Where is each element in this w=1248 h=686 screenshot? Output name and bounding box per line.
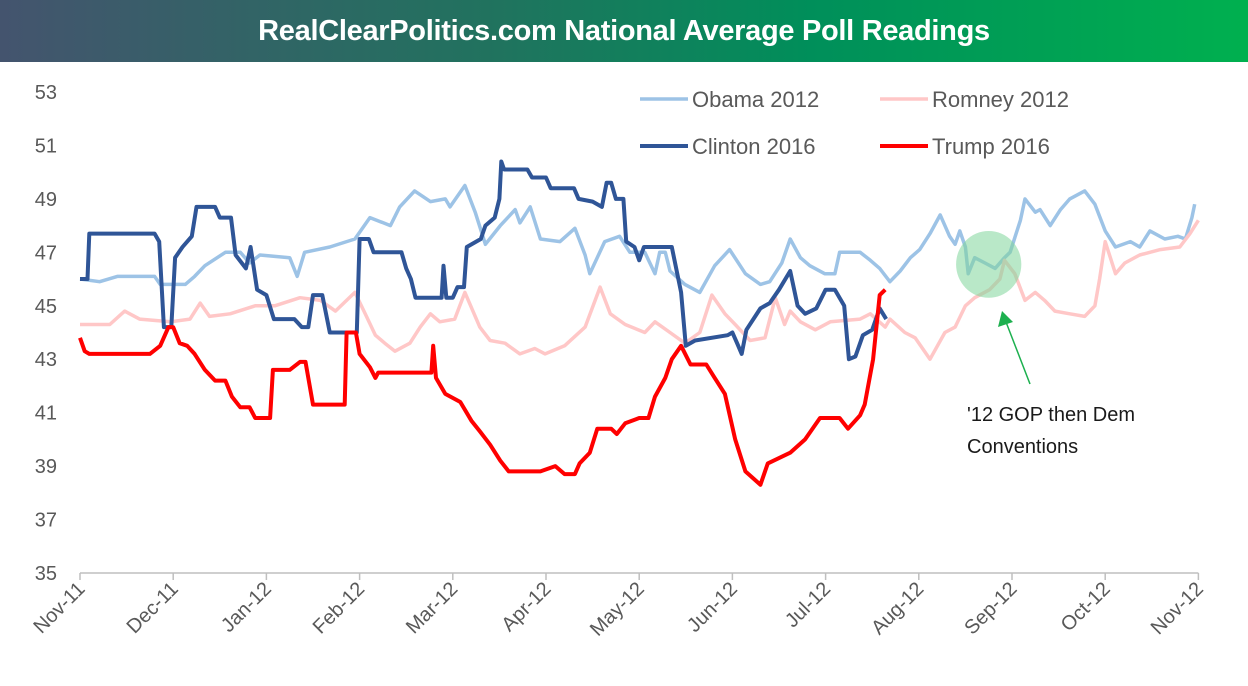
x-tick-label: Nov-12 (1147, 578, 1208, 639)
x-tick-label: Oct-12 (1057, 578, 1115, 636)
y-tick-label: 35 (35, 563, 57, 585)
x-tick-label: Sep-12 (960, 578, 1021, 639)
annotation-arrow-line (1005, 321, 1031, 385)
chart-title-bar: RealClearPolitics.com National Average P… (0, 0, 1248, 62)
x-tick-label: Dec-11 (123, 578, 183, 638)
x-tick-label: Mar-12 (402, 578, 462, 638)
series-line-trump-2016 (78, 288, 887, 487)
x-tick-label: Jan-12 (217, 578, 276, 637)
series-line-romney-2012 (80, 219, 1200, 361)
annotation-text-line1: '12 GOP then Dem (967, 404, 1135, 426)
x-tick-label: Jul-12 (781, 578, 835, 632)
x-tick-label: Apr-12 (498, 578, 556, 636)
legend-label: Trump 2016 (932, 134, 1050, 159)
annotation-arrowhead-icon (998, 311, 1013, 327)
y-tick-label: 43 (35, 349, 57, 371)
y-tick-label: 51 (35, 135, 57, 157)
y-tick-label: 47 (35, 242, 57, 264)
x-tick-label: Aug-12 (867, 578, 928, 639)
x-tick-label: Nov-11 (29, 578, 89, 638)
x-tick-label: Jun-12 (683, 578, 742, 637)
y-tick-label: 45 (35, 296, 57, 318)
annotation-text-line2: Conventions (967, 436, 1078, 458)
convention-highlight-ellipse (956, 230, 1022, 298)
y-tick-label: 49 (35, 189, 57, 211)
chart-title: RealClearPolitics.com National Average P… (258, 14, 990, 47)
y-tick-label: 41 (35, 403, 57, 425)
y-tick-label: 37 (35, 510, 57, 532)
x-tick-label: May-12 (586, 578, 649, 641)
x-tick-label: Feb-12 (309, 578, 369, 638)
legend-label: Romney 2012 (932, 87, 1069, 112)
legend-label: Clinton 2016 (692, 134, 816, 159)
series-line-obama-2012 (79, 183, 1197, 295)
y-tick-label: 53 (35, 82, 57, 104)
series-line-clinton-2016 (80, 159, 888, 362)
legend-label: Obama 2012 (692, 87, 819, 112)
y-tick-label: 39 (35, 456, 57, 478)
